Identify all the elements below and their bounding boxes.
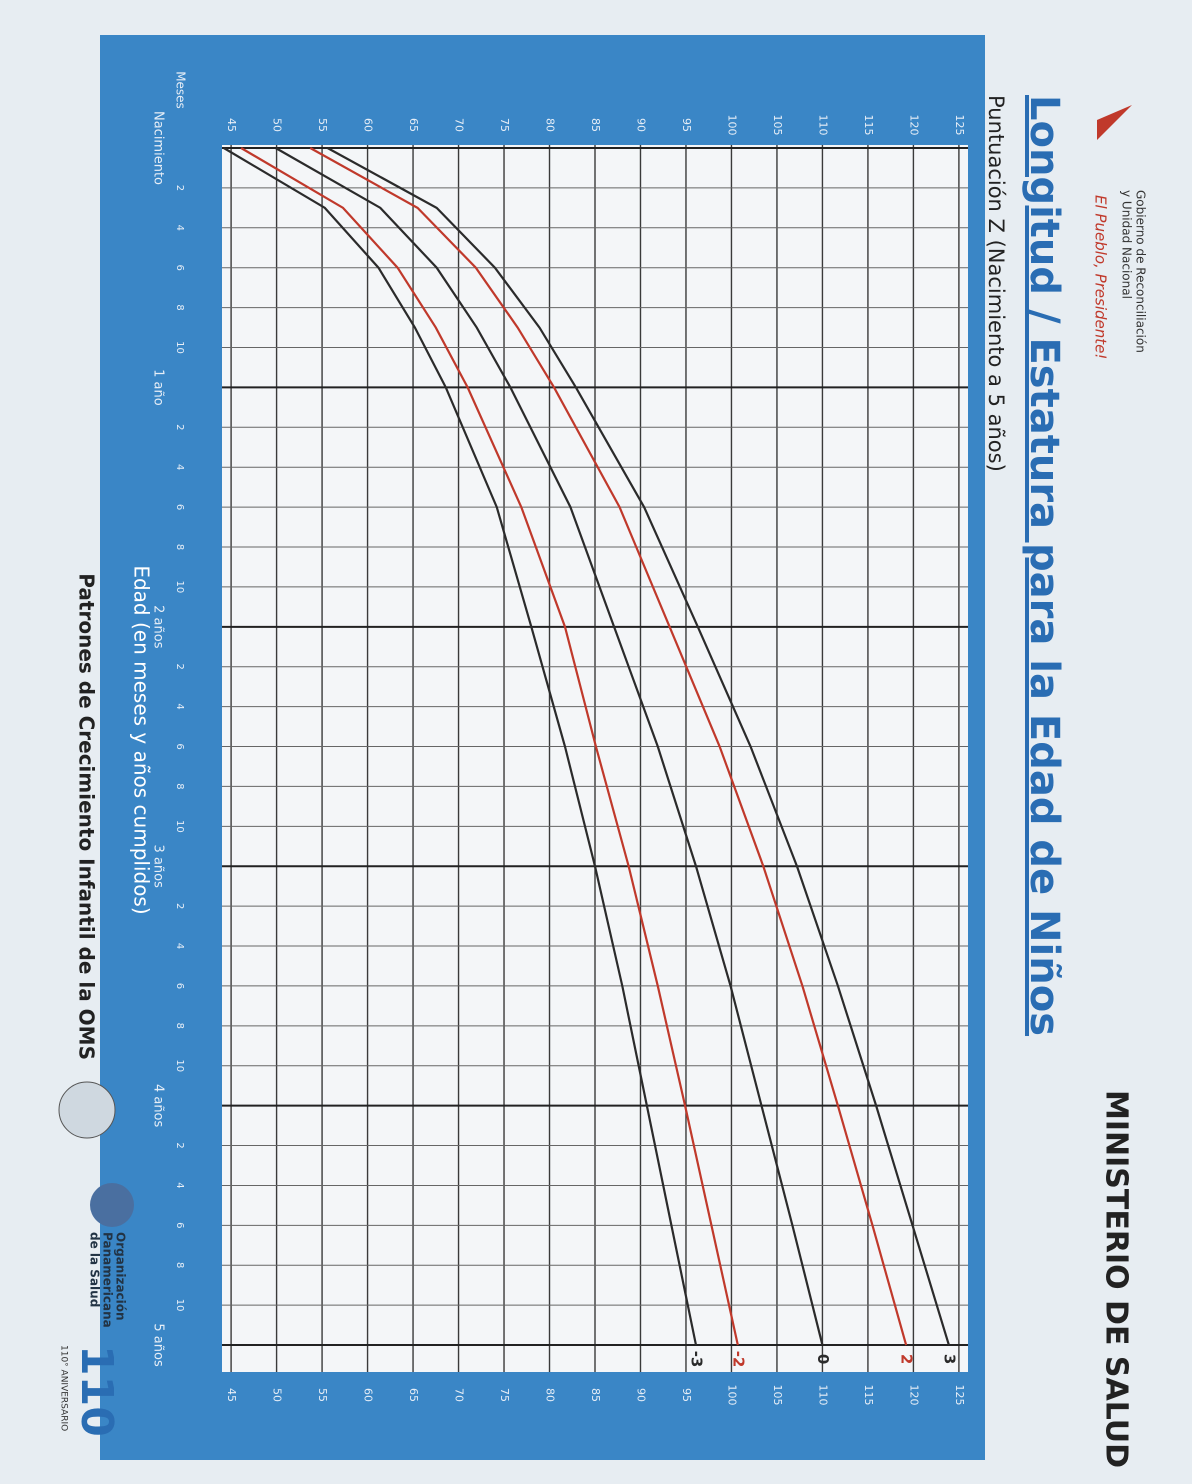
x-tick-label: 10 xyxy=(174,820,185,833)
legend-label: 0 xyxy=(814,1354,832,1364)
x-tick-label: 1 año xyxy=(151,369,166,406)
x-tick-label: 3 años xyxy=(151,845,166,889)
z-score-line xyxy=(275,147,824,1346)
source: Patrones de Crecimiento Infantil de la O… xyxy=(75,573,99,1060)
y-tick-label: 60 xyxy=(362,1388,375,1402)
y-tick-label: 100 xyxy=(725,115,738,136)
legend-label: -2 xyxy=(729,1351,747,1368)
x-tick-label: 10 xyxy=(174,1059,185,1072)
y-tick-label: 80 xyxy=(544,118,557,132)
y-tick-label: 105 xyxy=(771,115,784,136)
x-tick-label: 2 xyxy=(174,903,185,909)
y-tick-label: 70 xyxy=(453,1388,466,1402)
y-tick-label: 50 xyxy=(271,118,284,132)
ops-logo xyxy=(90,1183,134,1227)
x-tick-label: 6 xyxy=(174,983,185,989)
x-tick-label: 6 xyxy=(174,265,185,271)
y-tick-label: 65 xyxy=(407,118,420,132)
y-tick-label: 55 xyxy=(316,1388,329,1402)
rotated-sheet: MINISTERIO DE SALUD Gobierno de Reconcil… xyxy=(58,35,1148,1468)
seal xyxy=(58,1081,116,1139)
z-score-line xyxy=(240,147,739,1346)
x-tick-label: 4 xyxy=(174,943,185,949)
y-tick-label: 55 xyxy=(316,118,329,132)
y-tick-label: 75 xyxy=(498,1388,511,1402)
y-tick-label: 80 xyxy=(544,1388,557,1402)
legend-label: 2 xyxy=(898,1354,916,1364)
x-tick-label: 6 xyxy=(174,743,185,749)
x-tick-label: 4 xyxy=(174,703,185,709)
x-tick-label: 4 años xyxy=(151,1084,166,1128)
y-tick-label: 120 xyxy=(907,115,920,136)
y-tick-label: 65 xyxy=(407,1388,420,1402)
x-tick-label: 10 xyxy=(174,1299,185,1312)
x-tick-label: 8 xyxy=(174,304,185,310)
y-tick-label: 85 xyxy=(589,118,602,132)
z-score-line xyxy=(223,147,698,1346)
z-score-line xyxy=(327,147,950,1346)
y-tick-label: 50 xyxy=(271,1388,284,1402)
x-tick-label: 4 xyxy=(174,225,185,231)
government: y Unidad Nacional xyxy=(1120,190,1134,299)
legend-label: -3 xyxy=(687,1351,705,1368)
chart-subtitle: Puntuación Z (Nacimiento a 5 años) xyxy=(984,95,1008,472)
anniversary: 110° ANIVERSARIO xyxy=(59,1345,69,1431)
y-tick-label: 45 xyxy=(225,1388,238,1402)
x-tick-label: 10 xyxy=(174,341,185,354)
organization: Organización xyxy=(114,1232,128,1321)
x-tick-label: 2 años xyxy=(151,605,166,649)
x-tick-label: 10 xyxy=(174,581,185,594)
x-tick-label: 6 xyxy=(174,504,185,510)
y-tick-label: 115 xyxy=(862,1385,875,1406)
y-tick-label: 95 xyxy=(680,118,693,132)
x-tick-label: Nacimiento xyxy=(151,111,166,185)
y-tick-label: 45 xyxy=(225,118,238,132)
chart-title: Longitud / Estatura para la Edad de Niño… xyxy=(1021,95,1067,1036)
x-axis-title: Edad (en meses y años cumplidos) xyxy=(130,565,154,914)
y-tick-label: 85 xyxy=(589,1388,602,1402)
y-tick-label: 75 xyxy=(498,118,511,132)
logo xyxy=(1097,105,1132,140)
z-score-line xyxy=(309,147,908,1346)
organization: Panamericana xyxy=(101,1232,115,1328)
x-tick-label: 8 xyxy=(174,783,185,789)
y-tick-label: 110 xyxy=(816,1385,829,1406)
y-tick-label: 70 xyxy=(453,118,466,132)
x-tick-label: 5 años xyxy=(151,1323,166,1367)
anniversary-number: 110 xyxy=(71,1345,122,1437)
y-tick-label: 110 xyxy=(816,115,829,136)
x-tick-label: 8 xyxy=(174,544,185,550)
x-tick-label: 2 xyxy=(174,424,185,430)
organization: de la Salud xyxy=(88,1232,102,1307)
x-tick-label: 4 xyxy=(174,464,185,470)
y-tick-label: 100 xyxy=(725,1385,738,1406)
y-tick-label: 120 xyxy=(907,1385,920,1406)
x-tick-label: 2 xyxy=(174,185,185,191)
x-tick-label: 2 xyxy=(174,1142,185,1148)
government: Gobierno de Reconciliación xyxy=(1134,190,1148,353)
x-tick-label: 8 xyxy=(174,1262,185,1268)
y-tick-label: 90 xyxy=(634,118,647,132)
y-tick-label: 125 xyxy=(953,115,966,136)
x-tick-label: 2 xyxy=(174,664,185,670)
y-tick-label: 60 xyxy=(362,118,375,132)
y-tick-label: 105 xyxy=(771,1385,784,1406)
ministry: MINISTERIO DE SALUD xyxy=(1099,1090,1134,1468)
x-unit-label: Meses xyxy=(174,71,188,109)
legend-label: 3 xyxy=(940,1354,958,1364)
x-tick-label: 8 xyxy=(174,1023,185,1029)
y-tick-label: 90 xyxy=(634,1388,647,1402)
slogan: El Pueblo, Presidente! xyxy=(1092,195,1110,359)
x-tick-label: 6 xyxy=(174,1222,185,1228)
y-tick-label: 115 xyxy=(862,115,875,136)
y-tick-label: 125 xyxy=(953,1385,966,1406)
y-tick-label: 95 xyxy=(680,1388,693,1402)
x-tick-label: 4 xyxy=(174,1182,185,1188)
